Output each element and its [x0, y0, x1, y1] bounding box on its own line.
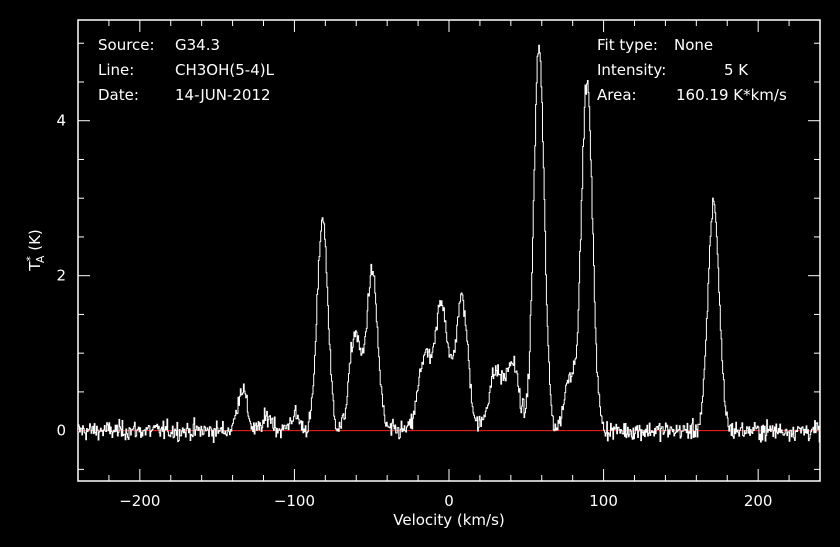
line-key: Line:	[98, 61, 134, 79]
y-tick-label: 0	[56, 422, 66, 440]
line-value: CH3OH(5-4)L	[175, 61, 275, 79]
intensity-key: Intensity:	[597, 61, 666, 79]
x-tick-label: −100	[274, 492, 315, 510]
x-axis-label: Velocity (km/s)	[393, 511, 504, 529]
x-tick-label: 200	[744, 492, 773, 510]
info-block-right: Fit type: None Intensity: 5 K Area: 160.…	[597, 36, 787, 104]
source-key: Source:	[98, 36, 155, 54]
x-tick-label: 0	[444, 492, 454, 510]
svg-text:T*A (K): T*A (K)	[24, 229, 47, 272]
x-tick-label: 100	[589, 492, 618, 510]
area-value: 160.19 K*km/s	[676, 86, 787, 104]
fit-type-key: Fit type:	[597, 36, 658, 54]
axis-ticks	[77, 20, 821, 481]
y-tick-label: 4	[56, 112, 66, 130]
info-block-left: Source: G34.3 Line: CH3OH(5-4)L Date: 14…	[98, 36, 275, 104]
intensity-value: 5 K	[724, 61, 749, 79]
spectrum-line	[78, 44, 821, 443]
area-key: Area:	[597, 86, 637, 104]
y-axis-label: T*A (K)	[24, 229, 47, 272]
date-value: 14-JUN-2012	[175, 86, 271, 104]
fit-type-value: None	[674, 36, 713, 54]
y-tick-label: 2	[56, 267, 66, 285]
axis-tick-labels: −200 −100 0 100 200 0 2 4	[56, 112, 772, 510]
x-tick-label: −200	[119, 492, 160, 510]
date-key: Date:	[98, 86, 139, 104]
source-value: G34.3	[175, 36, 220, 54]
